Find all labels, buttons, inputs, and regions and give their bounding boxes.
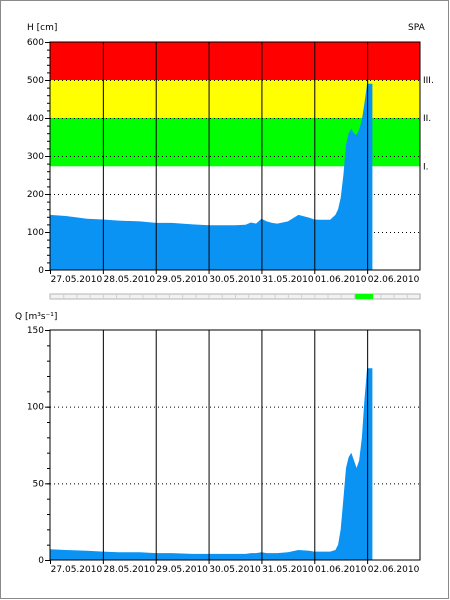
y-tick-label: 400 [27, 114, 44, 124]
station-code: SPA [408, 23, 426, 33]
x-tick-label: 28.05.2010 [104, 275, 156, 285]
warning-zones [50, 42, 420, 167]
y-tick-label: 0 [38, 266, 44, 276]
time-strip-ticks [50, 294, 421, 299]
x-tick-label: 30.05.2010 [209, 275, 261, 285]
discharge-chart: 0 50 100 150 27.05.2010 28.05.2010 29.05.2010… [15, 312, 421, 575]
x-tick-label: 30.05.2010 [209, 565, 261, 575]
y-tick-label: 150 [27, 326, 44, 336]
y-tick-label: 100 [27, 228, 44, 238]
y-tick-label: 200 [27, 190, 44, 200]
water-level-chart: 0 100 200 300 400 500 600 27.05.2010 28.05.2010… [27, 23, 434, 285]
x-tick-label: 28.05.2010 [104, 565, 156, 575]
warning-zone-3 [50, 42, 420, 80]
water-level-day-lines [102, 42, 369, 270]
x-tick-label: 02.06.2010 [368, 565, 420, 575]
warning-zone-labels: I. II. III. [423, 76, 434, 172]
warning-zone-label-3: III. [423, 76, 434, 86]
y-tick-label: 300 [27, 152, 44, 162]
discharge-series [50, 368, 373, 560]
y-tick-label: 500 [27, 76, 44, 86]
series-area-0 [50, 368, 373, 560]
y-tick-label: 600 [27, 38, 44, 48]
warning-zone-label-1: I. [423, 162, 429, 172]
x-tick-label: 29.05.2010 [156, 275, 208, 285]
x-tick-label: 02.06.2010 [368, 275, 420, 285]
discharge-x-ticks: 27.05.2010 28.05.2010 29.05.2010 30.05.2010… [50, 560, 420, 575]
x-tick-label: 27.05.2010 [51, 565, 103, 575]
series-area-0 [50, 83, 373, 270]
discharge-day-lines [102, 330, 369, 560]
x-tick-label: 01.06.2010 [315, 275, 367, 285]
water-level-x-ticks: 27.05.2010 28.05.2010 29.05.2010 30.05.2010… [50, 270, 420, 285]
y-tick-label: 100 [27, 403, 44, 413]
discharge-y-ticks: 0 50 100 150 [27, 326, 50, 566]
discharge-axis-label: Q [m³s⁻¹] [15, 312, 57, 322]
y-tick-label: 50 [33, 479, 45, 489]
warning-zone-label-2: II. [423, 114, 431, 124]
x-tick-label: 31.05.2010 [262, 275, 314, 285]
water-level-axis-label: H [cm] [27, 23, 57, 33]
water-level-y-ticks: 0 100 200 300 400 500 600 [27, 38, 50, 276]
discharge-plot-border [49, 329, 421, 561]
current-time-marker [355, 294, 374, 299]
x-tick-label: 01.06.2010 [315, 565, 367, 575]
x-tick-label: 31.05.2010 [262, 565, 314, 575]
warning-zone-2 [50, 80, 420, 118]
time-indicator-strip [49, 293, 421, 300]
y-tick-label: 0 [38, 556, 44, 566]
x-tick-label: 29.05.2010 [156, 565, 208, 575]
x-tick-label: 27.05.2010 [51, 275, 103, 285]
water-level-series [50, 83, 373, 270]
